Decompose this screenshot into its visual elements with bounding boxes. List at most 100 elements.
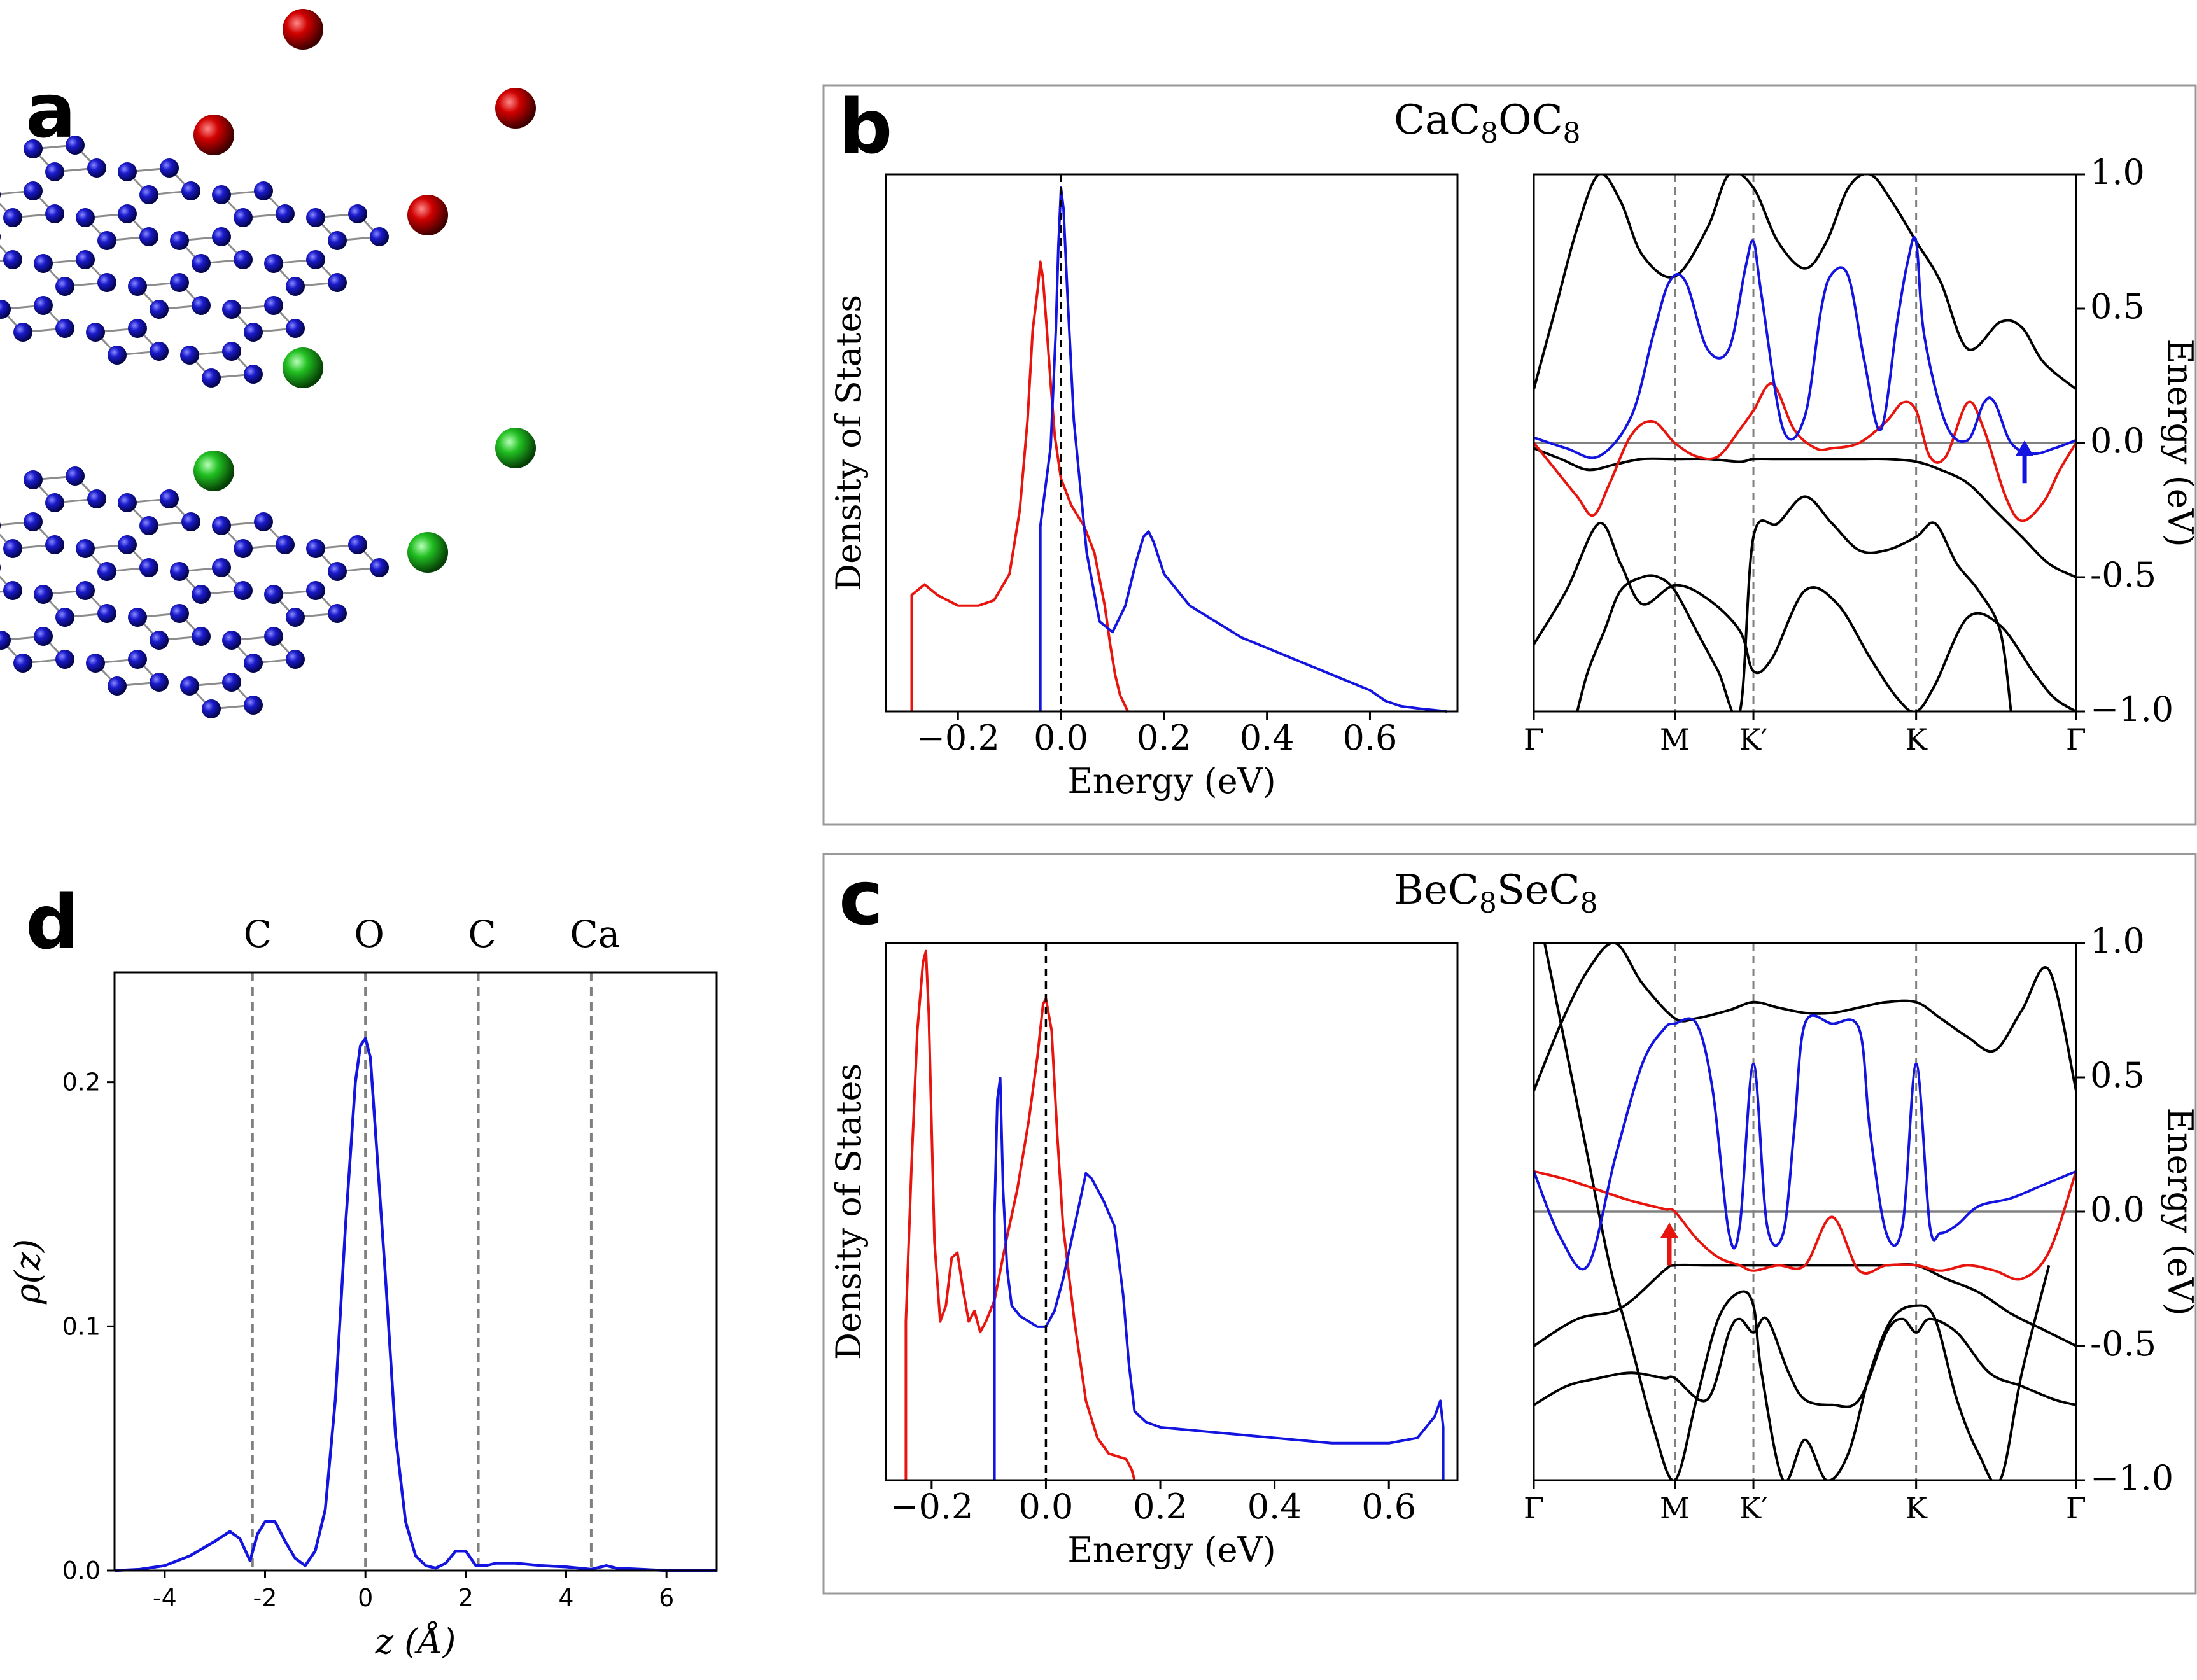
carbon-atom: [264, 585, 283, 604]
band-black-4: [1543, 943, 2051, 1480]
carbon-atom: [234, 250, 253, 269]
bond: [83, 213, 151, 242]
carbon-atom: [0, 631, 11, 650]
x-tick-label: 6: [659, 1584, 674, 1612]
carbon-atom: [212, 558, 231, 577]
carbon-atom: [328, 273, 347, 292]
carbon-atom: [150, 300, 169, 319]
panel-c-band-chart: −1.0 -0.5 0.0 0.5 1.0 Γ M K′ K Γ Energy (eV): [1524, 921, 2197, 1525]
carbon-atom: [222, 342, 241, 361]
bond: [219, 190, 288, 219]
x-tick-label: 2: [458, 1584, 474, 1612]
carbon-atom: [286, 608, 305, 627]
carbon-atom: [55, 650, 74, 669]
carbon-atom: [306, 581, 325, 600]
bond: [135, 612, 204, 641]
carbon-atom: [139, 185, 158, 204]
y-axis-label: Density of States: [829, 295, 869, 591]
carbon-atom: [222, 631, 241, 650]
bond: [31, 475, 99, 504]
carbon-atom: [76, 539, 95, 558]
carbon-atom: [128, 608, 147, 627]
bond: [93, 327, 162, 356]
band-y-axis-label: Energy (eV): [2160, 1107, 2197, 1315]
band-black-4: [1576, 495, 2012, 711]
bond: [271, 258, 340, 288]
dos-axes-frame: [885, 942, 1459, 1481]
atom-plane-label: O: [354, 913, 384, 956]
x-tick-label: 4: [558, 1584, 573, 1612]
carbon-atom: [3, 539, 22, 558]
carbon-atom: [306, 539, 325, 558]
x-tick-label: 0.4: [1247, 1487, 1302, 1527]
y-tick-label: 0.0: [62, 1557, 101, 1585]
carbon-atom: [55, 608, 74, 627]
carbon-atom: [128, 319, 147, 338]
carbon-atom: [222, 300, 241, 319]
carbon-atom: [264, 296, 283, 315]
carbon-atom: [86, 323, 105, 342]
kpoint-label: K: [1905, 1491, 1928, 1525]
carbon-atom: [3, 581, 22, 600]
carbon-atom: [0, 233, 1, 241]
band-lines: [1534, 943, 2076, 1480]
arrow-head: [1660, 1222, 1678, 1238]
kpoint-label: M: [1660, 1491, 1690, 1525]
carbon-atom: [234, 581, 253, 600]
carbon-atom: [118, 493, 137, 512]
bond: [187, 350, 256, 379]
calcium-atom: [407, 532, 448, 573]
bond: [187, 681, 256, 710]
y-tick-label: -0.5: [2090, 555, 2156, 595]
y-tick-label: 0.0: [2090, 1189, 2145, 1229]
carbon-atom: [118, 162, 137, 181]
bond: [125, 167, 193, 196]
arrow-head: [2016, 440, 2034, 456]
panel-b: b CaC8OC8 −0.2 0.0 0.2 0.4 0.6 Energy (eV) Den…: [822, 83, 2197, 826]
carbon-atom: [97, 562, 116, 581]
carbon-atom: [192, 254, 211, 273]
band-lines: [1534, 174, 2076, 711]
carbon-atom: [34, 296, 53, 315]
carbon-atom: [76, 250, 95, 269]
carbon-atom: [306, 250, 325, 269]
band-blue-band: [1534, 235, 2076, 459]
kpoint-label: K: [1905, 722, 1928, 757]
carbon-atom: [222, 673, 241, 692]
x-tick-label: 0.6: [1343, 718, 1398, 758]
carbon-atom: [181, 181, 200, 200]
density-axes-frame: [113, 971, 718, 1572]
graphene-atoms: [0, 466, 389, 718]
carbon-atom: [66, 466, 85, 486]
bond: [93, 658, 162, 687]
carbon-atom: [180, 676, 199, 696]
atom-plane-label: C: [244, 913, 272, 956]
dos-axes-frame: [885, 173, 1459, 713]
carbon-atom: [192, 585, 211, 604]
x-axis-label: Energy (eV): [1067, 1530, 1275, 1570]
kpoint-label: Γ: [2066, 722, 2086, 757]
bond: [0, 635, 67, 664]
y-axis-label: ρ(z): [8, 1239, 48, 1305]
carbon-atom: [45, 535, 64, 554]
dos-series-red: [904, 949, 1136, 1481]
x-tick-label: 0.6: [1361, 1487, 1416, 1527]
carbon-atom: [170, 273, 189, 292]
dos-series-red: [910, 260, 1130, 712]
x-tick-label: 0.2: [1137, 718, 1191, 758]
carbon-atom: [24, 181, 43, 200]
carbon-atom: [276, 535, 295, 554]
carbon-atom: [3, 250, 22, 269]
band-black-1: [1534, 1263, 2076, 1347]
band-black-2: [1534, 1316, 2076, 1408]
carbon-atom: [212, 227, 231, 246]
atom-plane-label: Ca: [570, 913, 620, 956]
carbon-atom: [264, 627, 283, 646]
oxygen-atom: [283, 9, 323, 50]
carbon-atom: [139, 558, 158, 577]
carbon-atom: [170, 231, 189, 250]
carbon-atom: [86, 654, 105, 673]
carbon-atom: [328, 562, 347, 581]
y-tick-label: 1.0: [2090, 921, 2145, 961]
